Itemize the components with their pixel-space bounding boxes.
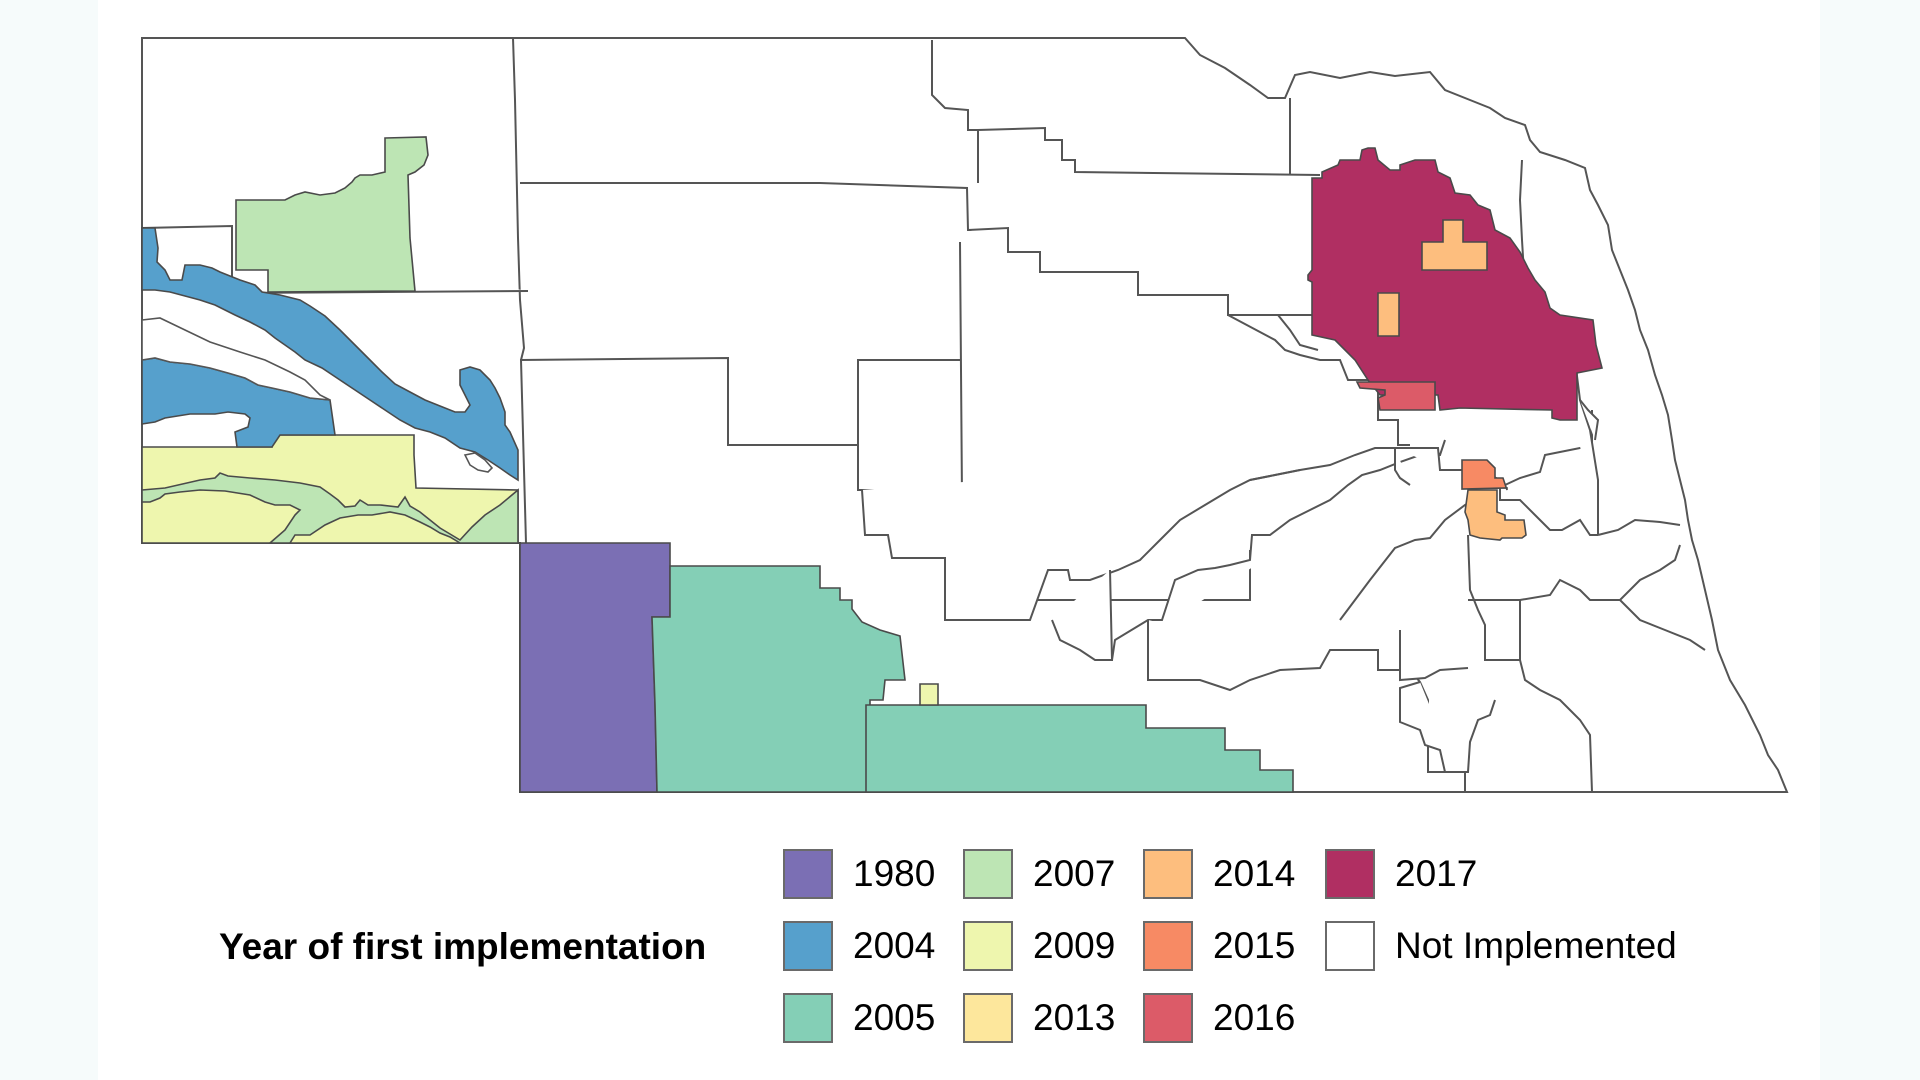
legend-label: 2013 — [1033, 997, 1116, 1038]
legend-label: 1980 — [853, 853, 936, 894]
legend-swatch — [1325, 849, 1375, 899]
legend-label: 2015 — [1213, 925, 1296, 966]
zone-2016 — [1355, 381, 1436, 411]
legend-swatch — [963, 921, 1013, 971]
legend-swatch — [783, 849, 833, 899]
legend-item: 2016 — [1143, 992, 1295, 1044]
zone-2005-south — [865, 704, 1294, 793]
legend-label: 2009 — [1033, 925, 1116, 966]
legend-label: 2017 — [1395, 853, 1478, 894]
zone-2014-parcel-a — [1421, 219, 1488, 271]
zone-2014-eastcentral — [1464, 489, 1527, 541]
legend-item: 2009 — [963, 920, 1115, 972]
legend-item: 2015 — [1143, 920, 1295, 972]
legend-swatch — [1325, 921, 1375, 971]
legend-item: 2007 — [963, 848, 1115, 900]
legend-swatch — [963, 993, 1013, 1043]
zone-2009-parcel — [919, 683, 939, 706]
legend-swatch — [1143, 849, 1193, 899]
zone-2005-west — [651, 565, 906, 793]
legend-item: 2014 — [1143, 848, 1295, 900]
legend-item: 2017 — [1325, 848, 1477, 900]
legend-item: 2013 — [963, 992, 1115, 1044]
gap-1 — [141, 317, 331, 401]
zone-2015 — [1461, 459, 1508, 491]
legend-title: Year of first implementation — [219, 926, 707, 967]
legend-label: Not Implemented — [1395, 925, 1677, 966]
zone-1980 — [519, 542, 671, 793]
legend-item: Not Implemented — [1325, 920, 1677, 972]
zone-2007-river-strip — [141, 472, 519, 544]
legend-swatch — [783, 921, 833, 971]
legend-item: 2004 — [783, 920, 935, 972]
legend-swatch — [1143, 993, 1193, 1043]
gap-2 — [463, 452, 494, 473]
zone-2007-northwest — [235, 136, 429, 293]
legend-swatch — [783, 993, 833, 1043]
zone-2017-northeast — [1307, 147, 1603, 421]
legend-swatch — [1143, 921, 1193, 971]
legend-label: 2005 — [853, 997, 936, 1038]
zone-2004-corridor — [141, 227, 519, 482]
zone-2014-parcel-b — [1377, 292, 1400, 337]
legend-label: 2004 — [853, 925, 936, 966]
legend-label: 2016 — [1213, 997, 1296, 1038]
legend-item: 1980 — [783, 848, 935, 900]
legend-swatch — [963, 849, 1013, 899]
legend-item: 2005 — [783, 992, 935, 1044]
legend-label: 2007 — [1033, 853, 1116, 894]
legend-label: 2014 — [1213, 853, 1296, 894]
